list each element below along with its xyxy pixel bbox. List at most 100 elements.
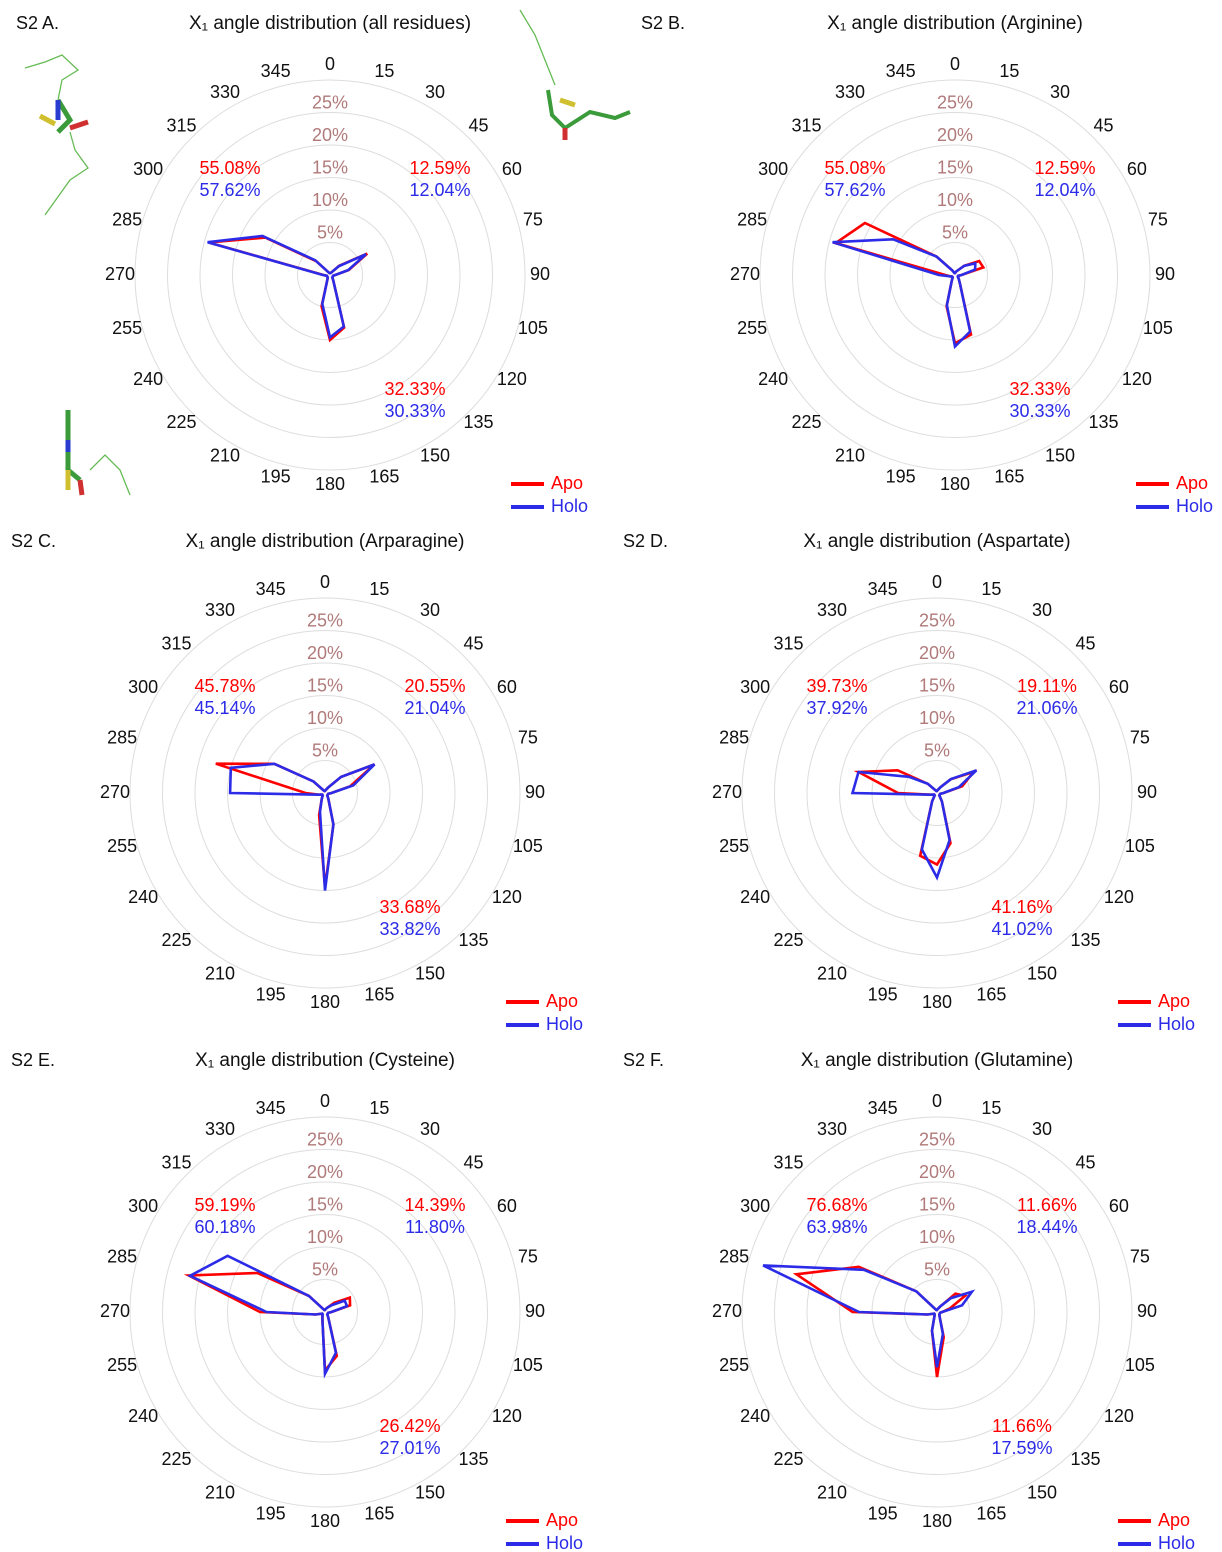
angle-label: 60 <box>502 159 522 179</box>
series-line <box>853 770 977 877</box>
r-tick-label: 10% <box>307 708 343 728</box>
angle-label: 165 <box>364 1504 394 1524</box>
legend-label: Holo <box>546 1533 583 1552</box>
angle-label: 240 <box>758 369 788 389</box>
angle-label: 120 <box>1104 1406 1134 1426</box>
angle-label: 15 <box>369 1098 389 1118</box>
angle-label: 210 <box>817 964 847 984</box>
angle-label: 315 <box>773 633 803 653</box>
angle-label: 270 <box>712 782 742 802</box>
angle-label: 345 <box>256 579 286 599</box>
angle-label: 210 <box>205 964 235 984</box>
chart-title: X₁ angle distribution (Arginine) <box>827 13 1083 34</box>
panel-label: S2 B. <box>641 13 685 33</box>
angle-label: 225 <box>773 930 803 950</box>
angle-label: 90 <box>1137 782 1157 802</box>
sector-percent: 18.44% <box>1016 1217 1077 1237</box>
sector-percent: 12.59% <box>409 158 470 178</box>
sector-percent: 19.11% <box>1017 676 1077 696</box>
angle-label: 225 <box>166 412 196 432</box>
angle-label: 0 <box>932 572 942 592</box>
angle-label: 135 <box>463 412 493 432</box>
angle-label: 315 <box>166 115 196 135</box>
r-tick-label: 10% <box>937 190 973 210</box>
sector-percent: 41.02% <box>991 919 1052 939</box>
angle-label: 135 <box>458 1449 488 1469</box>
molecule-sketch <box>25 10 630 495</box>
r-tick-label: 25% <box>937 92 973 112</box>
angle-label: 255 <box>737 318 767 338</box>
angle-label: 75 <box>1130 1246 1150 1266</box>
angle-label: 285 <box>107 727 137 747</box>
angle-label: 105 <box>1143 318 1173 338</box>
angle-label: 345 <box>868 579 898 599</box>
sector-percent: 12.04% <box>409 180 470 200</box>
angle-label: 210 <box>835 446 865 466</box>
sector-percent: 37.92% <box>806 698 867 718</box>
angle-label: 240 <box>133 369 163 389</box>
angle-label: 150 <box>1045 446 1075 466</box>
angle-label: 270 <box>730 264 760 284</box>
sector-percent: 41.16% <box>991 897 1052 917</box>
angle-label: 300 <box>740 677 770 697</box>
sector-percent: 21.04% <box>404 698 465 718</box>
angle-label: 165 <box>994 467 1024 487</box>
chart-title: X₁ angle distribution (Arparagine) <box>186 531 465 552</box>
sector-percent: 11.66% <box>992 1416 1052 1436</box>
angle-label: 120 <box>497 369 527 389</box>
angle-label: 15 <box>374 61 394 81</box>
angle-label: 150 <box>420 446 450 466</box>
angle-label: 105 <box>513 1355 543 1375</box>
r-tick-label: 5% <box>924 1259 950 1279</box>
angle-label: 330 <box>835 82 865 102</box>
sector-percent: 39.73% <box>806 676 867 696</box>
sector-percent: 55.08% <box>824 158 885 178</box>
angle-label: 285 <box>719 1246 749 1266</box>
angle-label: 315 <box>773 1152 803 1172</box>
r-tick-label: 10% <box>919 1227 955 1247</box>
angle-label: 75 <box>1130 727 1150 747</box>
r-tick-label: 5% <box>312 1259 338 1279</box>
sector-percent: 60.18% <box>194 1217 255 1237</box>
angle-label: 255 <box>112 318 142 338</box>
angle-label: 165 <box>976 1504 1006 1524</box>
legend-label: Apo <box>1158 991 1190 1011</box>
angle-label: 15 <box>999 61 1019 81</box>
r-tick-label: 25% <box>919 1129 955 1149</box>
r-tick-label: 20% <box>919 1162 955 1182</box>
angle-label: 165 <box>976 985 1006 1005</box>
angle-label: 240 <box>128 1406 158 1426</box>
angle-label: 195 <box>256 985 286 1005</box>
chart-title: X₁ angle distribution (Glutamine) <box>801 1050 1074 1071</box>
angle-label: 315 <box>791 115 821 135</box>
r-tick-label: 20% <box>312 125 348 145</box>
angle-label: 285 <box>737 209 767 229</box>
angle-label: 345 <box>868 1098 898 1118</box>
angle-label: 75 <box>518 1246 538 1266</box>
r-tick-label: 25% <box>312 92 348 112</box>
angle-label: 180 <box>315 474 345 494</box>
series-line <box>833 239 976 346</box>
panel-label: S2 F. <box>623 1050 664 1070</box>
radar-chart: S2 E.X₁ angle distribution (Cysteine)5%1… <box>11 1050 583 1552</box>
grid-ring <box>923 243 988 308</box>
sector-percent: 26.42% <box>379 1416 440 1436</box>
angle-label: 330 <box>210 82 240 102</box>
angle-label: 345 <box>261 61 291 81</box>
sector-percent: 11.80% <box>405 1217 465 1237</box>
sector-percent: 55.08% <box>199 158 260 178</box>
sector-percent: 27.01% <box>379 1438 440 1458</box>
sector-percent: 30.33% <box>1009 401 1070 421</box>
angle-label: 285 <box>719 727 749 747</box>
angle-label: 135 <box>1088 412 1118 432</box>
legend-label: Apo <box>546 1510 578 1530</box>
sector-percent: 33.68% <box>379 897 440 917</box>
angle-label: 240 <box>128 887 158 907</box>
r-tick-label: 20% <box>307 643 343 663</box>
angle-label: 105 <box>513 836 543 856</box>
sector-percent: 17.59% <box>991 1438 1052 1458</box>
legend-label: Apo <box>1176 473 1208 493</box>
angle-label: 195 <box>868 1504 898 1524</box>
angle-label: 225 <box>773 1449 803 1469</box>
angle-label: 45 <box>463 633 483 653</box>
